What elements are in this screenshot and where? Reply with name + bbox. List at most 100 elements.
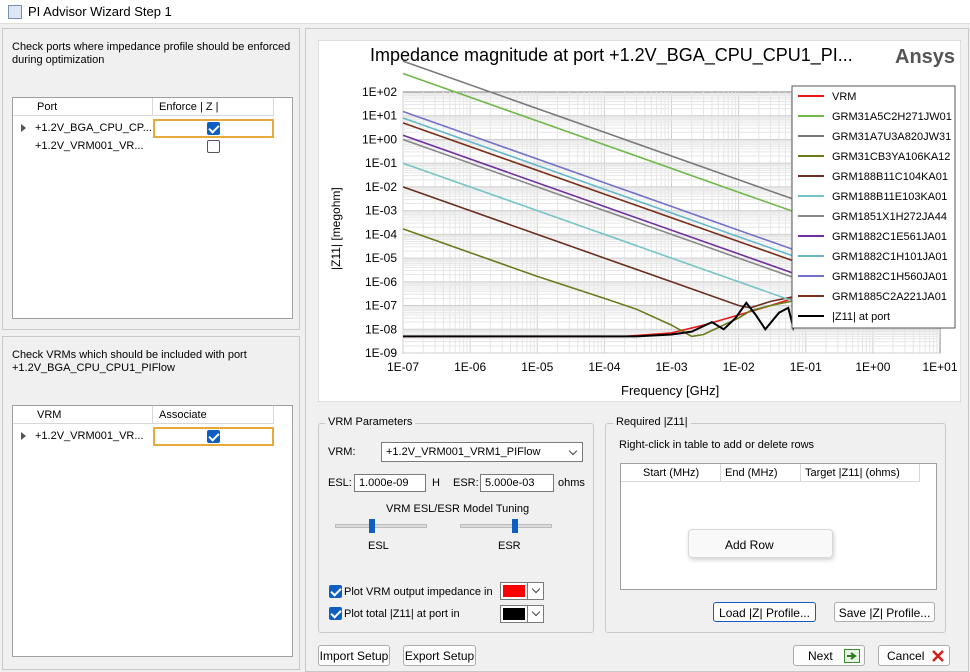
esr-slider-label: ESR — [498, 540, 521, 552]
x-tick-label: 1E+01 — [922, 360, 957, 374]
export-setup-button[interactable]: Export Setup — [403, 645, 476, 666]
y-axis-label: |Z11| [megohm] — [329, 187, 343, 270]
vrm-color-picker[interactable] — [500, 582, 544, 600]
arrow-right-icon — [844, 649, 860, 663]
y-tick-label: 1E-05 — [365, 251, 397, 265]
esr-slider-thumb[interactable] — [512, 519, 519, 533]
load-profile-button[interactable]: Load |Z| Profile... — [713, 602, 816, 622]
next-label: Next — [808, 649, 833, 663]
y-tick-label: 1E+00 — [362, 132, 397, 146]
cancel-label: Cancel — [887, 649, 925, 663]
import-setup-button[interactable]: Import Setup — [318, 645, 390, 666]
x-tick-label: 1E+00 — [855, 360, 890, 374]
ports-col-header-enforce[interactable]: Enforce | Z | — [153, 98, 274, 116]
x-tick-label: 1E-04 — [588, 360, 620, 374]
tuning-title: VRM ESL/ESR Model Tuning — [386, 503, 530, 515]
req-col-header-target[interactable]: Target |Z11| (ohms) — [801, 464, 920, 482]
x-tick-label: 1E-02 — [723, 360, 755, 374]
y-tick-label: 1E-09 — [365, 346, 397, 360]
esl-input[interactable]: 1.000e-09 — [354, 474, 426, 492]
vrm-select[interactable]: +1.2V_VRM001_VRM1_PIFlow — [381, 442, 583, 462]
req-col-header-end[interactable]: End (MHz) — [721, 464, 801, 482]
total-color-swatch — [503, 608, 525, 620]
chevron-down-icon — [568, 446, 578, 456]
cancel-button[interactable]: Cancel — [878, 645, 950, 666]
title-bar: PI Advisor Wizard Step 1 — [0, 0, 970, 24]
legend-entry: GRM1882C1H101JA01 — [832, 251, 948, 263]
save-profile-button[interactable]: Save |Z| Profile... — [834, 602, 935, 622]
enforce-checkbox-2[interactable] — [207, 140, 220, 153]
current-row-indicator — [21, 432, 26, 440]
chevron-down-icon — [527, 583, 543, 599]
y-tick-label: 1E-06 — [365, 275, 397, 289]
plot-total-label[interactable]: Plot total |Z11| at port in — [344, 608, 460, 620]
total-color-picker[interactable] — [500, 605, 544, 623]
legend-box — [791, 85, 956, 329]
app-icon — [8, 5, 22, 19]
x-tick-label: 1E-06 — [454, 360, 486, 374]
context-menu: Add Row — [688, 529, 833, 558]
close-icon — [932, 650, 944, 662]
ports-instruction: Check ports where impedance profile shou… — [12, 41, 291, 66]
x-tick-label: 1E-03 — [655, 360, 687, 374]
chart-watermark: Ansys — [895, 46, 955, 68]
y-tick-label: 1E-01 — [365, 156, 397, 170]
legend-entry: GRM31A7U3A820JW31 — [832, 131, 951, 143]
ports-panel: Check ports where impedance profile shou… — [2, 28, 300, 330]
legend-entry: VRM — [832, 91, 856, 103]
esl-label: ESL: — [328, 477, 352, 489]
required-z-title: Required |Z11| — [613, 416, 691, 428]
ports-col-header-port[interactable]: Port — [13, 98, 153, 116]
legend-entry: GRM1882C1H560JA01 — [832, 271, 948, 283]
legend-entry: GRM188B11E103KA01 — [832, 191, 947, 203]
chevron-down-icon — [527, 606, 543, 622]
esr-input[interactable]: 5.000e-03 — [480, 474, 554, 492]
vrm-select-value: +1.2V_VRM001_VRM1_PIFlow — [386, 446, 541, 458]
x-axis-label: Frequency [GHz] — [621, 383, 719, 398]
x-tick-label: 1E-01 — [790, 360, 822, 374]
esr-slider-track[interactable] — [460, 524, 552, 528]
vrm-parameters-title: VRM Parameters — [325, 416, 416, 428]
plot-vrm-checkbox[interactable] — [329, 585, 342, 598]
ports-table[interactable]: Port Enforce | Z | +1.2V_BGA_CPU_CP... +… — [12, 97, 293, 319]
next-button[interactable]: Next — [793, 645, 865, 666]
vrm-col-header-vrm[interactable]: VRM — [13, 406, 153, 424]
port-cell[interactable]: +1.2V_BGA_CPU_CP... — [35, 122, 152, 134]
legend-entry: GRM31A5C2H271JW01 — [832, 111, 952, 123]
legend-entry: |Z11| at port — [832, 311, 890, 323]
required-z-hint: Right-click in table to add or delete ro… — [619, 439, 815, 451]
associate-checkbox[interactable] — [207, 430, 220, 443]
esl-unit: H — [432, 477, 440, 489]
legend-entry: GRM1885C2A221JA01 — [832, 291, 947, 303]
chart-title: Impedance magnitude at port +1.2V_BGA_CP… — [370, 45, 853, 66]
esl-slider-track[interactable] — [335, 524, 427, 528]
x-tick-label: 1E-05 — [521, 360, 553, 374]
esl-slider-thumb[interactable] — [368, 519, 375, 533]
series-line — [402, 228, 806, 338]
required-z-table[interactable]: Start (MHz) End (MHz) Target |Z11| (ohms… — [620, 463, 937, 590]
vrm-instruction: Check VRMs which should be included with… — [12, 349, 247, 374]
add-row-menu-item[interactable]: Add Row — [725, 538, 774, 552]
y-tick-label: 1E-03 — [365, 204, 397, 218]
port-cell[interactable]: +1.2V_VRM001_VR... — [35, 140, 144, 152]
current-row-indicator — [21, 124, 26, 132]
y-tick-label: 1E+02 — [362, 85, 397, 99]
req-col-header-start[interactable]: Start (MHz) — [621, 464, 721, 482]
vrm-cell[interactable]: +1.2V_VRM001_VR... — [35, 430, 144, 442]
esr-label: ESR: — [453, 477, 479, 489]
x-tick-label: 1E-07 — [387, 360, 419, 374]
y-tick-label: 1E-04 — [365, 227, 397, 241]
required-z-group — [605, 423, 946, 633]
enforce-checkbox-1[interactable] — [207, 122, 220, 135]
vrm-table[interactable]: VRM Associate +1.2V_VRM001_VR... — [12, 405, 293, 657]
chart-ticks: 1E-07 1E-06 1E-05 1E-04 1E-03 1E-02 1E-01 1E+00… — [362, 85, 958, 374]
impedance-chart[interactable]: Impedance magnitude at port +1.2V_BGA_CP… — [318, 40, 961, 402]
vrm-panel: Check VRMs which should be included with… — [2, 336, 300, 670]
legend-entry: GRM31CB3YA106KA12 — [832, 151, 950, 163]
vrm-color-swatch — [503, 585, 525, 597]
plot-total-checkbox[interactable] — [329, 607, 342, 620]
vrm-col-header-associate[interactable]: Associate — [153, 406, 274, 424]
legend-entry: GRM1851X1H272JA44 — [832, 211, 947, 223]
window-title: PI Advisor Wizard Step 1 — [28, 4, 172, 19]
plot-vrm-label[interactable]: Plot VRM output impedance in — [344, 586, 493, 598]
